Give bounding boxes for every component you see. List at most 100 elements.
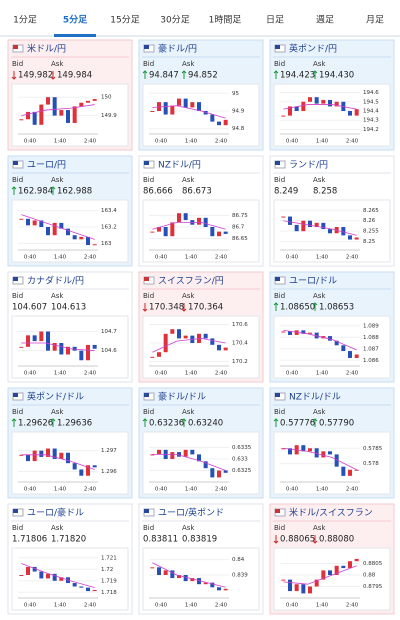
candle (86, 236, 90, 246)
ask-label: Ask (313, 524, 326, 532)
candle (177, 98, 181, 106)
chart-bg (142, 199, 260, 263)
x-tick-label: 1:40 (54, 255, 67, 261)
candle (39, 220, 44, 227)
candle (328, 229, 332, 234)
candle (79, 586, 84, 588)
moving-average (21, 454, 95, 470)
ask-value: 0.88080 (319, 535, 354, 545)
pair-name[interactable]: NZドル/ドル (289, 393, 341, 403)
bid-label: Bid (143, 60, 154, 68)
candle (197, 217, 201, 225)
candle (334, 565, 339, 575)
x-tick-label: 2:40 (346, 139, 359, 145)
candle (321, 451, 326, 458)
x-tick-label: 2:40 (84, 603, 97, 609)
candle (308, 332, 312, 334)
bid-label: Bid (143, 292, 154, 300)
bid-label: Bid (143, 524, 154, 532)
pair-name[interactable]: カナダドル/円 (27, 275, 84, 287)
bid-value: 194.423 (280, 71, 315, 81)
y-tick-label: 0.6335 (232, 445, 252, 451)
tab[interactable]: 15分足 (110, 15, 139, 26)
rate-card[interactable]: 英ポンド/ドル Bid Ask 1.29626 1.29636 1.297 1.296 0:4… (7, 387, 133, 499)
rate-card[interactable]: NZドル/ドル Bid Ask 0.57776 0.57790 0.5785 0.578 0:… (269, 387, 395, 499)
candle (66, 228, 70, 236)
x-tick-label: 2:40 (346, 487, 359, 493)
pair-name[interactable]: 米ドル/スイスフラン (289, 507, 373, 519)
tab[interactable]: 5分足 (63, 14, 88, 26)
candle (177, 575, 181, 579)
candle (314, 448, 319, 458)
flag-icon-part (275, 45, 280, 49)
pair-name[interactable]: ユーロ/英ポンド (158, 507, 224, 519)
candle (334, 101, 339, 107)
pair-name[interactable]: スイスフラン/円 (158, 276, 224, 287)
candle (288, 331, 292, 335)
tab[interactable]: 日足 (266, 15, 284, 26)
pair-name[interactable]: 米ドル/円 (27, 43, 66, 55)
bid-value: 1.29626 (18, 419, 53, 429)
pair-name[interactable]: ユーロ/円 (27, 160, 66, 171)
x-tick-label: 0:40 (286, 487, 299, 493)
candle (19, 454, 24, 456)
candle (203, 461, 208, 469)
rate-card[interactable]: 英ポンド/円 Bid Ask 194.423 194.430 194.6 194.5 194.… (269, 39, 395, 151)
trend-arrow (142, 303, 148, 312)
candle (86, 465, 90, 476)
trend-arrow (181, 418, 187, 427)
rate-card[interactable]: スイスフラン/円 Bid Ask 170.348 170.364 170.6 170.4 17… (138, 271, 264, 383)
pair-name[interactable]: 英ポンド/円 (289, 43, 337, 55)
rate-card[interactable]: 豪ドル/ドル Bid Ask 0.63236 0.63240 0.6335 0.633 0.6… (138, 387, 264, 499)
candle (52, 97, 57, 116)
tab[interactable]: 月足 (366, 15, 384, 26)
rate-card[interactable]: ユーロ/円 Bid Ask 162.984 162.988 163.4 163.2 163 0:… (7, 155, 133, 267)
y-tick-label: 8.25 (363, 239, 376, 245)
rate-card[interactable]: ユーロ/豪ドル Bid Ask 1.71806 1.71820 1.721 1.72 1.71… (7, 503, 133, 615)
pair-name[interactable]: NZドル/円 (158, 160, 201, 171)
y-tick-label: 0.8805 (363, 561, 383, 567)
candle (46, 448, 50, 457)
rate-card[interactable]: NZドル/円 Bid Ask 86.666 86.673 86.75 86.7 86.65 0:… (138, 155, 264, 267)
rate-card[interactable]: ユーロ/英ポンド Bid Ask 0.83811 0.83819 0.84 0.839 0:4… (138, 503, 264, 615)
chart-bg (142, 83, 260, 147)
candle (223, 231, 228, 234)
bid-value: 104.607 (12, 303, 47, 313)
pair-name[interactable]: 豪ドル/円 (158, 43, 197, 55)
candle (210, 338, 215, 345)
rate-card[interactable]: カナダドル/円 Bid Ask 104.607 104.613 104.7 104.6 0:4… (7, 271, 133, 383)
candle (308, 220, 312, 227)
tab[interactable]: 30分足 (160, 15, 189, 26)
pair-name[interactable]: ユーロ/豪ドル (27, 507, 84, 519)
candle (26, 111, 30, 120)
candle (288, 448, 292, 455)
pair-name[interactable]: ユーロ/ドル (289, 277, 337, 287)
tab[interactable]: 1分足 (13, 15, 37, 26)
bid-value: 94.847 (149, 71, 179, 81)
flag-icon-part (144, 393, 149, 397)
ask-value: 170.364 (188, 303, 223, 313)
candle (183, 98, 188, 108)
rate-card[interactable]: 米ドル/円 Bid Ask 149.982 149.984 150 149.9 0:40 1:4… (7, 39, 133, 151)
candle (314, 222, 319, 227)
candle (281, 115, 286, 117)
rate-card[interactable]: ユーロ/ドル Bid Ask 1.08650 1.08653 1.089 1.088 1.08… (269, 271, 395, 383)
tab[interactable]: 1時間足 (209, 15, 242, 26)
x-tick-label: 1:40 (185, 603, 198, 609)
y-tick-label: 194.3 (363, 118, 379, 124)
pair-name[interactable]: ランド/円 (289, 160, 328, 171)
candle (210, 468, 215, 478)
rate-card[interactable]: 米ドル/スイスフラン Bid Ask 0.88065 0.88080 0.8805 0.88… (269, 503, 395, 615)
chart-bg (273, 315, 391, 379)
candle (334, 340, 339, 346)
moving-average (152, 562, 226, 588)
pair-name[interactable]: 豪ドル/ドル (158, 391, 206, 403)
bid-label: Bid (12, 524, 23, 532)
tab[interactable]: 週足 (316, 15, 334, 26)
trend-arrow (273, 302, 279, 311)
pair-name[interactable]: 英ポンド/ドル (27, 391, 84, 403)
trend-arrow (181, 303, 187, 312)
rate-card[interactable]: ランド/円 Bid Ask 8.249 8.258 8.265 8.26 8.255 8.25 0… (269, 155, 395, 267)
candle (223, 119, 228, 126)
